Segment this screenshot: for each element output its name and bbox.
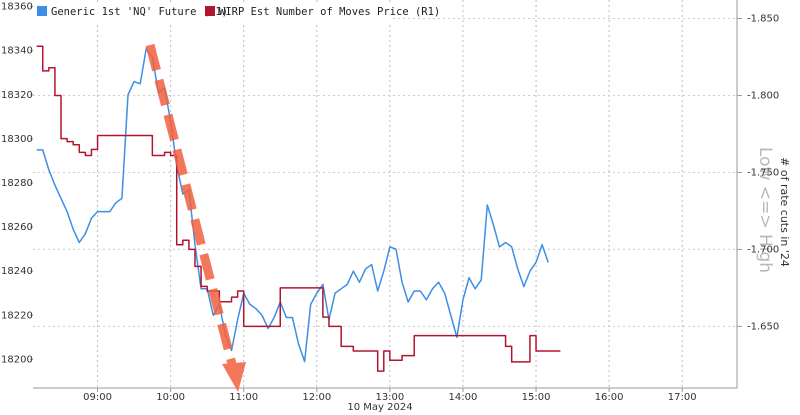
legend-label: Generic 1st 'NQ' Future (L1) (51, 6, 228, 18)
y2-note: Low <=> High (755, 147, 775, 273)
y2-tick-label: -1.700 (747, 244, 779, 255)
y2-axis-label: # of rate cuts in '24 (778, 157, 791, 267)
x-tick-label: 14:00 (449, 392, 478, 403)
x-tick-label: 09:00 (83, 392, 112, 403)
arrow-shaft (145, 43, 238, 370)
x-tick-label: 13:00 (375, 392, 404, 403)
x-tick-label: 15:00 (522, 392, 551, 403)
legend-label: WIRP Est Number of Moves Price (R1) (219, 6, 440, 18)
legend-swatch (37, 6, 47, 16)
y-tick-label: 18300 (1, 134, 33, 145)
y-tick-label: 18200 (1, 354, 33, 365)
arrow-head (222, 362, 246, 392)
y-tick-label: 18320 (1, 90, 33, 101)
series-line (36, 45, 561, 372)
x-tick-label: 16:00 (595, 392, 624, 403)
y2-tick-label: -1.850 (747, 13, 779, 24)
y-tick-label: 18360 (1, 2, 33, 13)
legend: Generic 1st 'NQ' Future (L1)WIRP Est Num… (37, 6, 440, 18)
y2-tick-label: -1.800 (747, 90, 779, 101)
plot-lines (36, 45, 561, 372)
x-tick-label: 12:00 (302, 392, 331, 403)
y-tick-label: 18280 (1, 178, 33, 189)
y2-tick-label: -1.650 (747, 321, 779, 332)
x-tick-label: 10:00 (156, 392, 185, 403)
x-axis-label: 10 May 2024 (347, 402, 412, 413)
y-tick-label: 18220 (1, 310, 33, 321)
legend-swatch (205, 6, 215, 16)
series-line (36, 47, 549, 363)
y-tick-label: 18260 (1, 222, 33, 233)
arrow-annotation (145, 43, 246, 392)
x-tick-label: 17:00 (668, 392, 697, 403)
y2-tick-label: -1.750 (747, 167, 779, 178)
y-tick-label: 18240 (1, 266, 33, 277)
y-tick-label: 18340 (1, 46, 33, 57)
x-tick-label: 11:00 (229, 392, 258, 403)
